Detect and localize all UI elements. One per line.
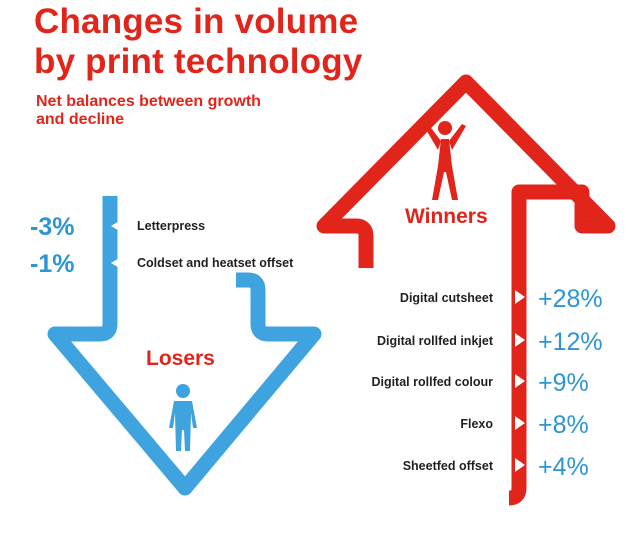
losers-label: Losers — [146, 347, 215, 370]
winner-label: Sheetfed offset — [403, 459, 494, 473]
winner-label: Digital cutsheet — [400, 291, 494, 305]
triangle-pointer-icon — [515, 333, 525, 347]
winner-label: Flexo — [460, 417, 493, 431]
person-standing-icon — [169, 384, 197, 451]
triangle-pointer-icon — [111, 257, 121, 269]
triangle-pointer-icon — [515, 416, 525, 430]
winners-label: Winners — [405, 205, 488, 228]
chart-subtitle: Net balances between growth and decline — [36, 93, 261, 128]
winner-value: +8% — [538, 411, 589, 439]
title-line-1: Changes in volume — [34, 2, 359, 41]
winner-label: Digital rollfed colour — [371, 375, 493, 389]
loser-value: -1% — [30, 250, 74, 278]
chart-title: Changes in volume by print technology — [34, 2, 363, 82]
loser-label: Letterpress — [137, 219, 205, 233]
winner-value: +12% — [538, 328, 603, 356]
winners-arrow — [316, 74, 616, 506]
winners-rows: Digital cutsheet +28% Digital rollfed inkj… — [371, 285, 602, 481]
winner-value: +9% — [538, 369, 589, 397]
triangle-pointer-icon — [515, 374, 525, 388]
triangle-pointer-icon — [111, 220, 121, 232]
losers-rows: -3% Letterpress -1% Coldset and heatset off… — [30, 213, 294, 278]
person-arms-raised-icon — [424, 121, 466, 200]
loser-label: Coldset and heatset offset — [137, 256, 294, 270]
triangle-pointer-icon — [515, 458, 525, 472]
winner-value: +28% — [538, 285, 603, 313]
losers-arrow — [47, 196, 322, 496]
winner-label: Digital rollfed inkjet — [377, 334, 494, 348]
title-line-2: by print technology — [34, 42, 363, 81]
triangle-pointer-icon — [515, 290, 525, 304]
loser-value: -3% — [30, 213, 74, 241]
winner-value: +4% — [538, 453, 589, 481]
